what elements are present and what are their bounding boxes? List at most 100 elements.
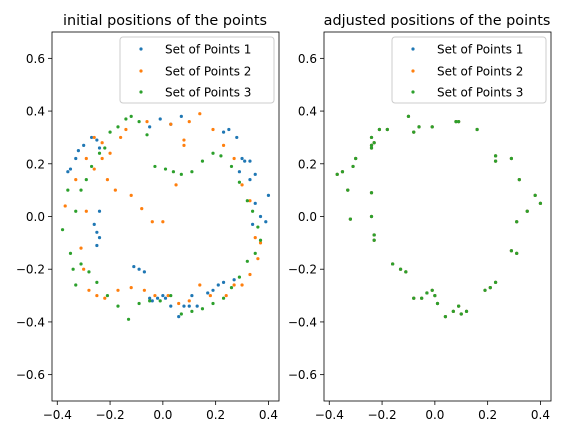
point-set-2 <box>145 120 149 124</box>
point-set-2 <box>258 241 263 245</box>
point-set-3 <box>74 283 78 287</box>
legend-label-set-3: Set of Points 3 <box>165 86 251 100</box>
point-set-1 <box>177 315 181 319</box>
axis-ticks: −0.4 −0.2 0.0 0.2 0.4 −0.6 −0.4 −0.2 0.0 0.2 0.4 0.… <box>288 52 550 422</box>
point-set-3 <box>79 188 83 192</box>
y-tick-label: 0.4 <box>26 105 45 119</box>
y-tick-label: −0.2 <box>16 263 45 277</box>
point-set-1 <box>216 283 220 287</box>
point-set-3 <box>369 135 374 140</box>
point-set-3 <box>237 180 242 184</box>
x-tick-label: 0.0 <box>153 408 172 422</box>
point-set-3 <box>425 291 429 295</box>
point-set-2 <box>153 293 157 298</box>
point-set-1 <box>266 193 271 198</box>
point-set-2 <box>103 296 107 300</box>
point-set-2 <box>221 143 226 147</box>
point-set-3 <box>517 178 521 182</box>
point-set-1 <box>240 156 244 161</box>
legend-label-set-1: Set of Points 1 <box>165 43 251 57</box>
point-set-3 <box>179 172 183 176</box>
legend: Set of Points 1 Set of Points 2 Set of P… <box>391 36 547 104</box>
point-set-1 <box>150 299 154 303</box>
point-set-1 <box>179 114 183 118</box>
point-set-2 <box>116 288 120 292</box>
point-set-1 <box>95 230 99 234</box>
point-set-3 <box>369 146 374 150</box>
point-set-1 <box>253 172 257 176</box>
point-set-2 <box>92 135 96 140</box>
x-tick-label: −0.4 <box>315 408 344 422</box>
point-set-3 <box>509 249 514 253</box>
point-set-3 <box>190 170 194 174</box>
legend-label-set-3: Set of Points 3 <box>437 86 523 100</box>
point-set-1 <box>97 146 102 150</box>
point-set-2 <box>119 135 123 140</box>
point-set-3 <box>129 114 133 118</box>
point-set-3 <box>60 228 65 232</box>
point-set-2 <box>79 246 83 250</box>
point-set-3 <box>515 220 519 224</box>
point-set-1 <box>92 222 96 227</box>
point-set-1 <box>132 264 136 269</box>
point-set-3 <box>385 127 389 132</box>
point-set-2 <box>74 178 78 182</box>
point-set-3 <box>179 312 183 316</box>
point-set-3 <box>200 159 205 163</box>
point-set-3 <box>229 286 234 290</box>
point-set-1 <box>76 149 80 153</box>
point-set-3 <box>116 125 120 129</box>
point-set-2 <box>113 188 117 192</box>
point-set-2 <box>224 293 228 298</box>
point-set-1 <box>161 293 165 298</box>
point-set-3 <box>483 288 487 292</box>
point-set-2 <box>95 293 99 298</box>
y-tick-label: −0.4 <box>288 315 317 329</box>
y-tick-label: −0.6 <box>16 368 45 382</box>
point-set-2 <box>169 122 173 126</box>
point-set-3 <box>369 191 374 195</box>
point-set-2 <box>161 220 165 224</box>
point-set-2 <box>240 283 244 287</box>
x-tick-label: −0.2 <box>367 408 396 422</box>
point-set-2 <box>256 257 260 261</box>
legend-marker-set-1 <box>411 47 415 51</box>
point-set-3 <box>200 307 205 311</box>
point-set-3 <box>74 209 78 213</box>
point-set-2 <box>108 151 112 155</box>
axis-ticks: −0.4 −0.2 0.0 0.2 0.4 −0.6 −0.4 −0.2 0.0 0.2 0.4 0.… <box>16 52 278 422</box>
initial-positions-chart: initial positions of the points −0.4 −0.2… <box>16 13 280 422</box>
legend-marker-set-2 <box>411 69 415 73</box>
point-set-1 <box>66 170 70 174</box>
point-set-2 <box>240 183 244 187</box>
point-set-3 <box>158 299 162 303</box>
point-set-3 <box>97 151 102 155</box>
point-set-1 <box>97 209 102 213</box>
legend-marker-set-3 <box>139 90 143 94</box>
x-tick-label: −0.2 <box>95 408 124 422</box>
point-set-1 <box>155 296 160 300</box>
point-set-2 <box>253 235 257 240</box>
point-set-3 <box>404 270 408 274</box>
point-set-3 <box>137 301 141 306</box>
x-tick-label: 0.2 <box>478 408 497 422</box>
point-set-3 <box>68 251 73 255</box>
point-set-1 <box>190 293 194 298</box>
point-set-2 <box>232 283 236 287</box>
point-set-3 <box>169 293 173 298</box>
legend-marker-set-3 <box>411 90 415 94</box>
point-set-3 <box>126 317 131 321</box>
point-set-3 <box>509 156 514 161</box>
point-set-1 <box>163 296 168 300</box>
point-set-3 <box>105 293 110 298</box>
chart-title: initial positions of the points <box>63 13 267 29</box>
point-set-3 <box>87 270 91 274</box>
point-set-3 <box>435 301 440 306</box>
point-set-3 <box>430 288 434 292</box>
x-tick-label: −0.4 <box>43 408 72 422</box>
point-set-2 <box>187 120 191 124</box>
point-set-3 <box>412 130 416 134</box>
point-set-1 <box>232 278 236 282</box>
point-set-3 <box>258 238 263 242</box>
chart-title: adjusted positions of the points <box>324 13 551 29</box>
